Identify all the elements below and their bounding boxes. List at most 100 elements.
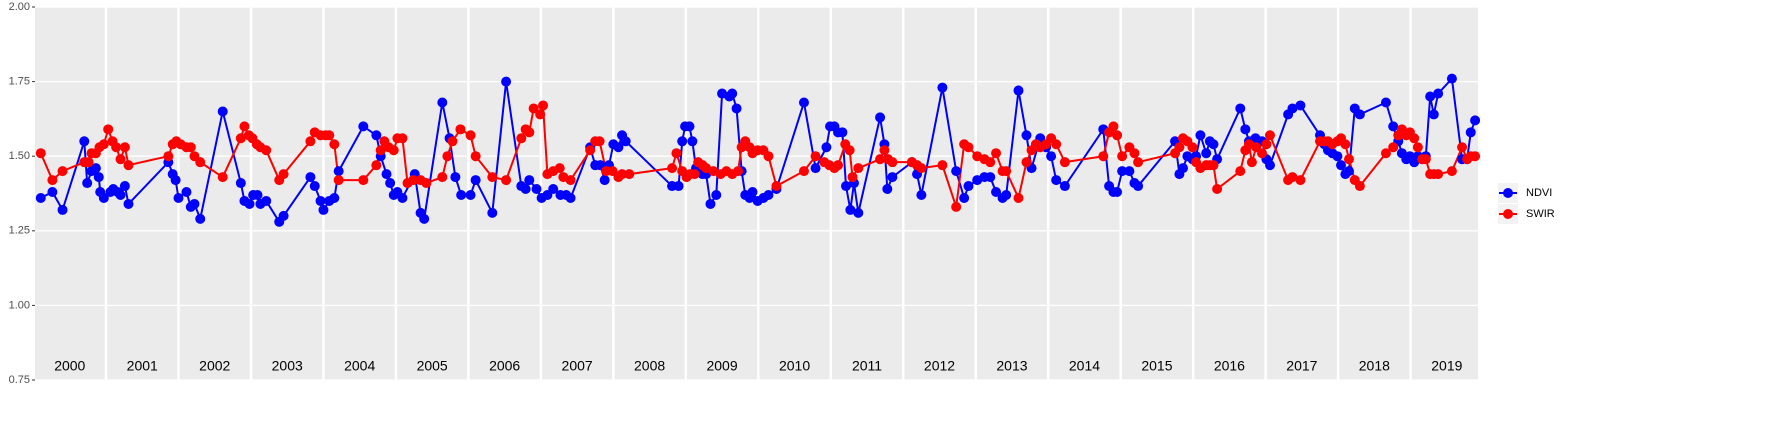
point <box>470 175 481 186</box>
point <box>170 175 181 186</box>
point <box>763 189 774 200</box>
point <box>397 192 408 203</box>
point <box>1124 166 1135 177</box>
year-label: 2000 <box>54 358 85 374</box>
legend-label: SWIR <box>1526 208 1555 220</box>
point <box>1112 130 1123 141</box>
point <box>1117 151 1128 162</box>
point <box>1257 148 1268 159</box>
point <box>1340 139 1351 150</box>
year-label: 2002 <box>199 358 230 374</box>
point <box>673 181 684 192</box>
point <box>951 166 962 177</box>
point <box>375 145 386 156</box>
legend-key-point <box>1503 188 1513 198</box>
year-label: 2007 <box>562 358 593 374</box>
point <box>397 133 408 144</box>
y-tick-label: 1.50 <box>9 150 30 162</box>
point <box>1059 181 1070 192</box>
point <box>531 184 542 195</box>
point <box>1187 142 1198 153</box>
legend-label: NDVI <box>1526 187 1552 199</box>
point <box>617 169 628 180</box>
point <box>470 151 481 162</box>
y-tick-label: 1.75 <box>9 76 30 88</box>
point <box>882 184 893 195</box>
point <box>1380 97 1391 108</box>
point <box>1013 192 1024 203</box>
point <box>388 145 399 156</box>
year-label: 2016 <box>1214 358 1245 374</box>
point <box>991 148 1002 159</box>
point <box>599 175 610 186</box>
point <box>727 88 738 99</box>
point <box>1112 187 1123 198</box>
point <box>1195 130 1206 141</box>
point <box>57 166 68 177</box>
point <box>419 213 430 224</box>
point <box>82 178 93 189</box>
point <box>613 142 624 153</box>
point <box>1433 88 1444 99</box>
point <box>1178 163 1189 174</box>
point <box>1264 130 1275 141</box>
point <box>239 121 250 132</box>
point <box>1457 142 1468 153</box>
point <box>853 163 864 174</box>
point <box>421 178 432 189</box>
year-label: 2010 <box>779 358 810 374</box>
point <box>516 133 527 144</box>
point <box>465 130 476 141</box>
point <box>315 195 326 206</box>
point <box>548 184 559 195</box>
point <box>487 207 498 218</box>
point <box>879 145 890 156</box>
legend-key-point <box>1503 209 1513 219</box>
point <box>252 189 263 200</box>
point <box>501 175 512 186</box>
point <box>98 192 109 203</box>
point <box>1051 139 1062 150</box>
point <box>456 189 467 200</box>
point <box>90 163 101 174</box>
point <box>1465 127 1476 138</box>
point <box>1108 121 1119 132</box>
point <box>83 157 94 168</box>
y-tick-label: 1.25 <box>9 225 30 237</box>
point <box>845 204 856 215</box>
point <box>1235 166 1246 177</box>
point <box>501 76 512 87</box>
point <box>309 181 320 192</box>
point <box>1287 172 1298 183</box>
point <box>810 163 821 174</box>
point <box>1287 103 1298 114</box>
point <box>408 175 419 186</box>
point <box>841 181 852 192</box>
point <box>324 130 335 141</box>
point <box>305 136 316 147</box>
year-label: 2005 <box>417 358 448 374</box>
point <box>329 192 340 203</box>
point <box>123 198 134 209</box>
point <box>1433 169 1444 180</box>
point <box>1021 157 1032 168</box>
point <box>1336 160 1347 171</box>
point <box>1117 166 1128 177</box>
point <box>450 172 461 183</box>
point <box>333 166 344 177</box>
point <box>115 189 126 200</box>
point <box>524 127 535 138</box>
point <box>798 166 809 177</box>
point <box>447 136 458 147</box>
point <box>1059 157 1070 168</box>
point <box>244 198 255 209</box>
point <box>959 192 970 203</box>
point <box>538 100 549 111</box>
point <box>381 169 392 180</box>
point <box>833 160 844 171</box>
point <box>195 157 206 168</box>
point <box>937 82 948 93</box>
point <box>1046 151 1057 162</box>
point <box>1354 181 1365 192</box>
